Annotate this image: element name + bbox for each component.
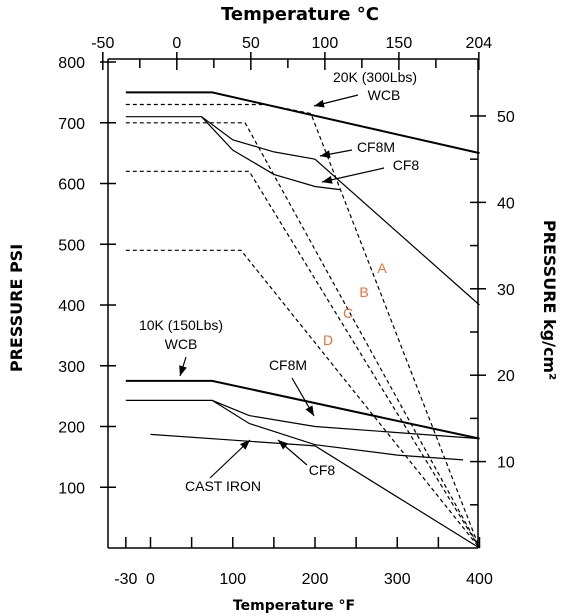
x-tick-label-f: 0: [146, 571, 155, 588]
y-tick-label-kg: 20: [497, 368, 515, 385]
x-tick-label-c: 50: [242, 35, 260, 52]
series-line-b: [125, 122, 481, 549]
plot-frame: [107, 58, 479, 549]
x-tick-label-c: 204: [465, 35, 492, 52]
y-tick-label-psi: 400: [58, 298, 85, 315]
y-tick-label-psi: 700: [58, 116, 85, 133]
series-line-a: [125, 103, 481, 549]
series-line-10k-cf8m: [125, 399, 480, 440]
callout-arrow-head: [314, 99, 325, 108]
x-tick-label-f: 300: [384, 571, 411, 588]
annotation-label: CF8M: [357, 139, 395, 155]
callout-arrow-head: [239, 440, 250, 450]
annotation-label: WCB: [165, 336, 198, 352]
callout-arrow-head: [305, 405, 314, 416]
y-tick-label-kg: 10: [497, 455, 515, 472]
annotation-label: D: [323, 332, 333, 348]
callout-arrow-head: [322, 175, 333, 184]
callout-arrow-head: [278, 440, 289, 450]
annotation-label: CF8: [393, 157, 420, 173]
annotation-label: CF8M: [269, 357, 307, 373]
y-tick-label-psi: 500: [58, 237, 85, 254]
x-tick-label-c: 150: [386, 35, 413, 52]
annotation-label: 10K (150Lbs): [139, 317, 223, 333]
x-axis-title: Temperature °F: [233, 598, 355, 614]
series-line-10k-cf8: [211, 399, 464, 461]
annotation-label: 20K (300Lbs): [333, 69, 417, 85]
curves-layer: [125, 91, 481, 549]
y-tick-label-kg: 30: [497, 282, 515, 299]
callout-arrow-head: [179, 365, 187, 376]
annotation-label: CF8: [309, 462, 336, 478]
x-tick-label-c: -50: [91, 35, 114, 52]
y-tick-label-psi: 300: [58, 359, 85, 376]
x-tick-label-f: 200: [302, 571, 329, 588]
series-line-20k-300lbs-wcb: [125, 91, 480, 155]
series-line-cast-iron: [150, 433, 480, 549]
x-tick-label-f: 100: [219, 571, 246, 588]
series-line-10k-150lbs-wcb: [125, 379, 480, 440]
series-line-20k-cf8: [201, 116, 340, 191]
annotation-label: C: [343, 305, 353, 321]
annotation-label: WCB: [368, 87, 401, 103]
arrows-layer: [179, 94, 385, 479]
x-tick-label-f: 400: [466, 571, 493, 588]
y-tick-label-kg: 40: [497, 195, 515, 212]
y-tick-label-psi: 100: [58, 480, 85, 497]
y-tick-label-kg: 50: [497, 109, 515, 126]
callout-arrow-line: [321, 167, 385, 183]
series-line-20k-cf8m: [125, 116, 480, 306]
callout-arrow-head: [320, 150, 331, 159]
y-tick-label-psi: 600: [58, 177, 85, 194]
x-tick-label-c: 100: [312, 35, 339, 52]
ticks-layer: -30 0 100 200 300 400100200300400500600700800…: [58, 35, 515, 588]
annotation-label: CAST IRON: [185, 478, 261, 494]
series-line-d: [125, 249, 480, 549]
y-tick-label-psi: 200: [58, 420, 85, 437]
annotation-label: A: [377, 260, 387, 276]
y-tick-label-psi: 800: [58, 55, 85, 72]
y-axis-left-title: PRESSURE PSI: [7, 244, 26, 372]
top-axis-title: Temperature °C: [221, 4, 379, 25]
x-tick-label-f: -30: [114, 571, 137, 588]
x-tick-label-c: 0: [172, 35, 181, 52]
annotation-label: B: [359, 284, 368, 300]
y-axis-right-title: PRESSURE kg/cm²: [540, 220, 559, 380]
